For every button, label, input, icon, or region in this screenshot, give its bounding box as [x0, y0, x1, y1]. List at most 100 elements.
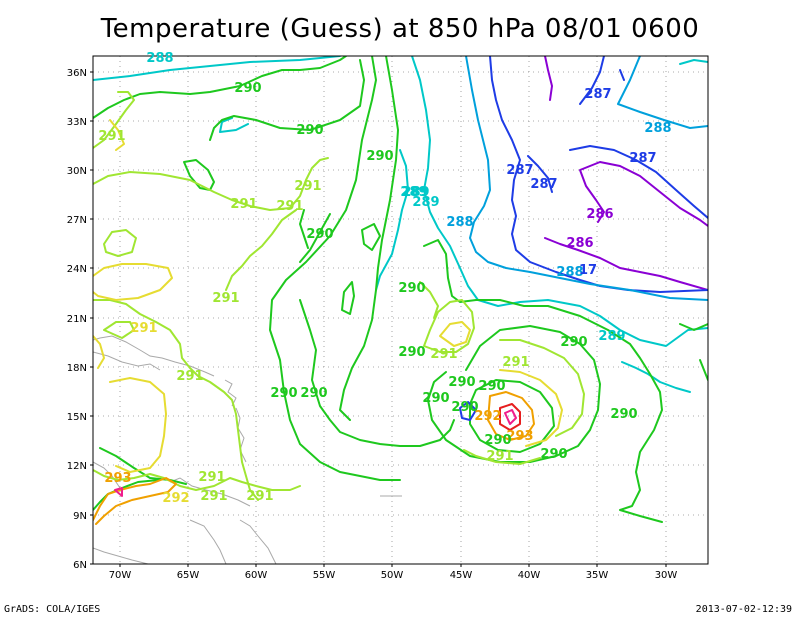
contour-label: 286	[566, 236, 593, 251]
isotherm-288	[465, 56, 708, 301]
isotherm-291-e	[103, 229, 137, 257]
isotherm-289	[93, 56, 341, 81]
isotherm-290-b	[209, 59, 365, 141]
plot-frame	[92, 55, 709, 565]
isotherm-contours	[93, 56, 708, 525]
longitude-tick-label: 70W	[109, 570, 132, 581]
isotherm-290-m	[99, 447, 187, 485]
longitude-tick-label: 35W	[586, 570, 609, 581]
isotherm-289-e	[621, 361, 691, 393]
isotherm-291-h	[423, 299, 475, 353]
isotherm-292-d	[499, 369, 563, 447]
latitude-tick-label: 21N	[67, 314, 87, 325]
contour-label: 291	[198, 470, 225, 485]
isotherm-287-c	[579, 56, 625, 105]
isotherm-291-f	[103, 321, 135, 339]
isotherm-290-j	[427, 325, 601, 463]
latitude-tick-label: 30N	[67, 166, 87, 177]
isotherm-290-o	[183, 159, 215, 191]
isotherm-290-i	[341, 281, 355, 315]
contour-label: 291	[230, 197, 257, 212]
longitude-tick-label: 40W	[518, 570, 541, 581]
contour-label: 291	[486, 449, 513, 464]
latitude-tick-label: 18N	[67, 363, 87, 374]
contour-label: 288	[446, 215, 473, 230]
isotherm-290-k	[469, 379, 555, 453]
landmass-outlines	[93, 335, 402, 564]
isotherm-289-f	[679, 59, 708, 65]
contour-label: 291	[430, 347, 457, 362]
isotherm-291-j	[463, 449, 541, 465]
latitude-tick-label: 27N	[67, 215, 87, 226]
contour-label: 291	[98, 129, 125, 144]
contour-label: 290	[398, 345, 425, 360]
isotherm-290	[93, 56, 347, 119]
latitude-tick-label: 12N	[67, 461, 87, 472]
contour-label: 290	[398, 281, 425, 296]
isotherm-291-d	[93, 91, 135, 149]
latitude-tick-label: 9N	[73, 511, 87, 522]
longitude-tick-label: 65W	[177, 570, 200, 581]
longitude-tick-label: 60W	[245, 570, 268, 581]
contour-label: 292	[162, 491, 189, 506]
isotherm-290-f	[299, 299, 455, 447]
contour-label: 290	[234, 81, 261, 96]
isotherm-288-b	[617, 56, 708, 129]
isotherm-287-b	[527, 145, 708, 219]
axis-ticks: 36N 33N 30N 27N 24N 21N 18N 15N 12N 9N 6N 70W 65W 60W…	[67, 68, 678, 581]
contour-label: 291	[212, 291, 239, 306]
contour-label: 290	[296, 123, 323, 138]
contour-label: 288	[556, 265, 583, 280]
isotherm-286-loop	[579, 161, 708, 227]
contour-label: 290	[300, 386, 327, 401]
contour-label: 291	[276, 199, 303, 214]
contour-label: 291	[176, 369, 203, 384]
isotherm-291-c	[225, 209, 297, 291]
contour-label: 291	[502, 355, 529, 370]
contour-label: 293	[104, 471, 131, 486]
contour-label: 286	[586, 207, 613, 222]
isotherm-289-d	[219, 117, 249, 133]
contour-label: 289	[400, 185, 427, 200]
footer-right-text: 2013-07-02-12:39	[695, 604, 792, 615]
contour-label: 290	[451, 400, 478, 415]
isotherm-289-b	[411, 56, 708, 347]
isotherm-290-g	[299, 209, 331, 263]
isotherm-291-i	[419, 281, 585, 437]
isotherm-291-g	[93, 469, 301, 491]
isotherm-291-b	[93, 299, 259, 501]
isotherm-286	[544, 56, 708, 291]
contour-label: 289	[598, 329, 625, 344]
contour-label: 293	[506, 429, 533, 444]
contour-label: 287	[506, 163, 533, 178]
latitude-tick-label: 33N	[67, 117, 87, 128]
contour-label: 291	[246, 489, 273, 504]
contour-label: 289	[402, 185, 429, 200]
isotherm-290-l	[679, 323, 708, 381]
contour-label: 287	[584, 87, 611, 102]
contour-label: 290	[540, 447, 567, 462]
isotherm-292-c	[439, 321, 471, 347]
isotherm-293	[93, 477, 177, 525]
chart-title: Temperature (Guess) at 850 hPa 08/01 060…	[100, 14, 700, 44]
contour-label: 290	[306, 227, 333, 242]
isotherm-294	[499, 403, 521, 431]
isotherm-292-e	[109, 119, 125, 151]
longitude-tick-label: 30W	[655, 570, 678, 581]
isotherm-292-f	[93, 335, 105, 369]
contour-label: 291	[130, 321, 157, 336]
contour-label: 287	[530, 177, 557, 192]
isotherm-289-c	[375, 149, 409, 291]
contour-label: 290	[478, 379, 505, 394]
contour-label: 288	[644, 121, 671, 136]
latitude-tick-label: 24N	[67, 264, 87, 275]
contour-label: 290	[366, 149, 393, 164]
contour-label: 288	[146, 51, 173, 66]
contour-label: 287	[629, 151, 656, 166]
isotherm-290-e	[423, 239, 663, 523]
isotherm-295	[114, 409, 517, 497]
latitude-tick-label: 15N	[67, 412, 87, 423]
latitude-tick-label: 36N	[67, 68, 87, 79]
contour-label: 290	[448, 375, 475, 390]
